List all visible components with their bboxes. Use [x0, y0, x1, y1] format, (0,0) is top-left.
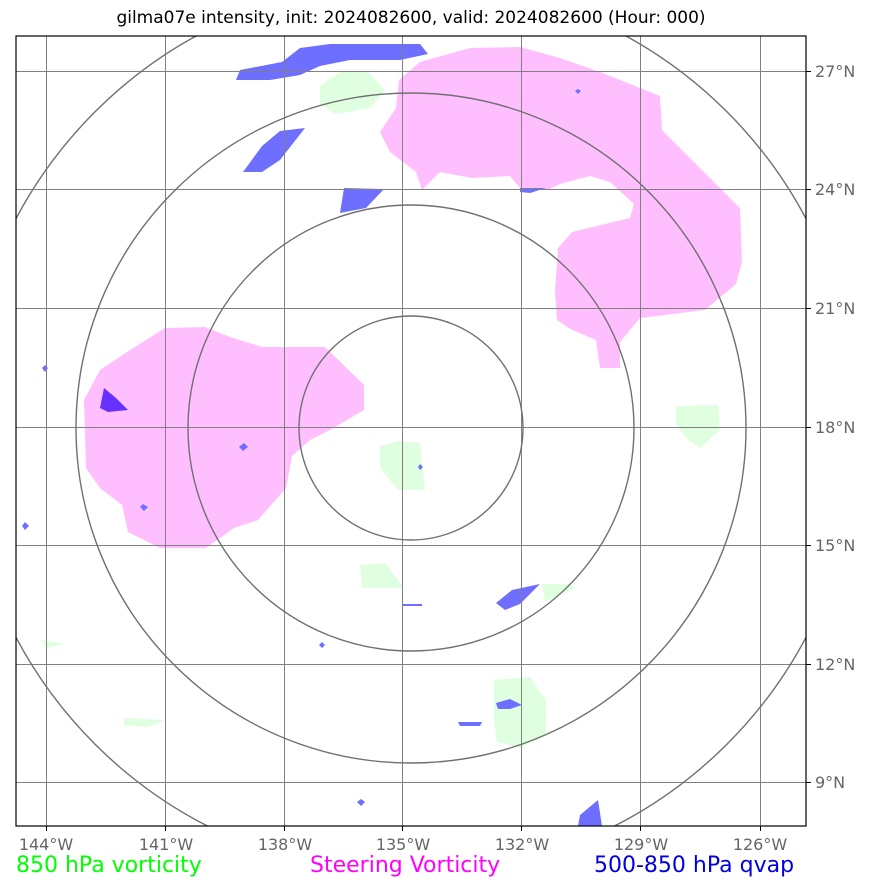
- map-plot-area: [16, 36, 806, 826]
- distance-rings: [16, 36, 806, 826]
- lat-tick-label: 12°N: [815, 655, 855, 674]
- qvap-dark-patch: [100, 388, 128, 412]
- legend-qvap: 500-850 hPa qvap: [594, 853, 795, 878]
- lon-tick-label: 132°W: [495, 835, 550, 854]
- map-frame: [15, 35, 807, 827]
- lon-tick-label: 129°W: [614, 835, 669, 854]
- lon-tick-label: 144°W: [19, 835, 74, 854]
- lon-tick-label: 141°W: [139, 835, 194, 854]
- map-title: gilma07e intensity, init: 2024082600, va…: [116, 8, 706, 28]
- lat-tick-label: 18°N: [815, 418, 855, 437]
- legend-steering: Steering Vorticity: [310, 853, 501, 878]
- lat-tick-label: 24°N: [815, 180, 855, 199]
- lat-tick-label: 27°N: [815, 62, 855, 81]
- lat-tick-label: 21°N: [815, 299, 855, 318]
- vort850-fill: [40, 72, 720, 748]
- graticule: [16, 36, 806, 826]
- lon-tick-label: 126°W: [733, 835, 788, 854]
- lat-tick-label: 9°N: [815, 773, 845, 792]
- legend-vort850: 850 hPa vorticity: [16, 853, 202, 878]
- steering-vorticity-fill: [84, 47, 742, 548]
- lon-tick-label: 138°W: [258, 835, 313, 854]
- lat-tick-label: 15°N: [815, 536, 855, 555]
- lon-tick-label: 135°W: [376, 835, 431, 854]
